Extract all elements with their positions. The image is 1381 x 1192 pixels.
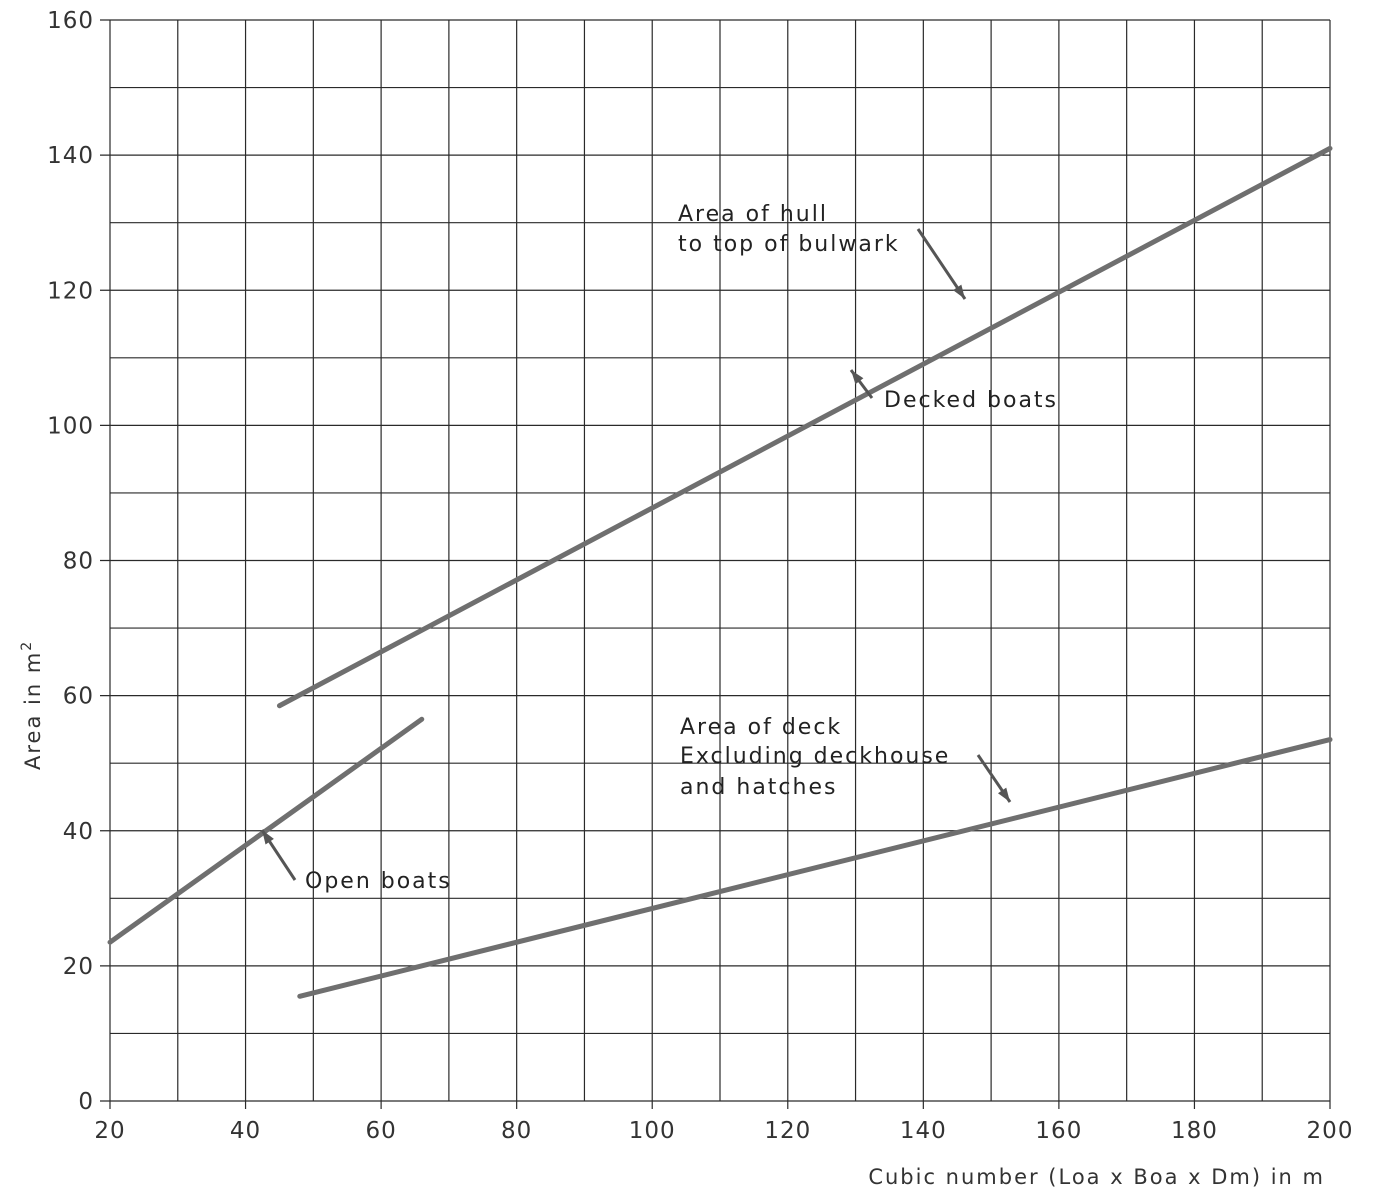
x-tick-label: 20 — [94, 1118, 125, 1144]
annotation-open-boats: Open boats — [305, 869, 452, 894]
series-line-0 — [276, 145, 1333, 709]
y-axis-label-main: Area in m — [21, 651, 45, 770]
grid — [100, 19, 1331, 1109]
y-tick-label: 120 — [47, 278, 94, 304]
annotation-hull-line-1: Area of hull — [678, 202, 828, 227]
x-tick-label: 80 — [501, 1118, 532, 1144]
annotation-hull-line-2: to top of bulwark — [678, 232, 900, 257]
y-tick-label: 20 — [63, 954, 94, 980]
annotation-decked-boats: Decked boats — [884, 388, 1058, 413]
y-tick-label: 40 — [63, 819, 94, 845]
y-axis-label: Area in m2 — [19, 640, 45, 770]
x-tick-label: 100 — [629, 1118, 676, 1144]
x-axis-label: Cubic number (Loa x Boa x Dm) in m — [868, 1165, 1325, 1189]
pointer-arrowhead-0 — [953, 284, 965, 299]
x-tick-label: 60 — [365, 1118, 396, 1144]
pointer-arrowhead-2 — [997, 787, 1010, 802]
y-axis-label-superscript: 2 — [19, 640, 35, 651]
annotation-open-boats-text: Open boats — [305, 869, 452, 894]
series-lines — [107, 145, 1333, 999]
x-tick-label: 40 — [230, 1118, 261, 1144]
x-tick-label: 200 — [1307, 1118, 1354, 1144]
y-tick-labels: 0 20 40 60 80 100 120 140 160 — [47, 8, 94, 1115]
pointer-arrowhead-3 — [262, 830, 274, 845]
y-tick-label: 160 — [47, 8, 94, 34]
annotation-deck-area: Area of deck Excluding deckhouse and hat… — [680, 715, 950, 800]
y-tick-label: 60 — [63, 684, 94, 710]
annotation-deck-line-3: and hatches — [680, 775, 837, 800]
annotation-decked-boats-text: Decked boats — [884, 388, 1058, 413]
pointer-line-0 — [916, 228, 967, 300]
y-tick-label: 80 — [63, 549, 94, 575]
x-tick-labels: 20 40 60 80 100 120 140 160 180 200 — [94, 1118, 1354, 1144]
annotation-pointers — [260, 228, 1012, 881]
y-tick-label: 0 — [78, 1089, 94, 1115]
y-tick-label: 140 — [47, 143, 94, 169]
annotation-deck-line-1: Area of deck — [680, 715, 842, 740]
series-line-1 — [107, 716, 425, 945]
y-axis-label-group: Area in m2 — [19, 640, 45, 770]
annotation-hull-area: Area of hull to top of bulwark — [678, 202, 900, 257]
x-tick-label: 180 — [1171, 1118, 1218, 1144]
x-tick-label: 140 — [900, 1118, 947, 1144]
pointer-arrowhead-1 — [851, 370, 864, 385]
x-tick-label: 160 — [1035, 1118, 1082, 1144]
y-tick-label: 100 — [47, 413, 94, 439]
series-line-2 — [297, 737, 1333, 999]
annotation-deck-line-2: Excluding deckhouse — [680, 744, 950, 769]
x-tick-label: 120 — [764, 1118, 811, 1144]
